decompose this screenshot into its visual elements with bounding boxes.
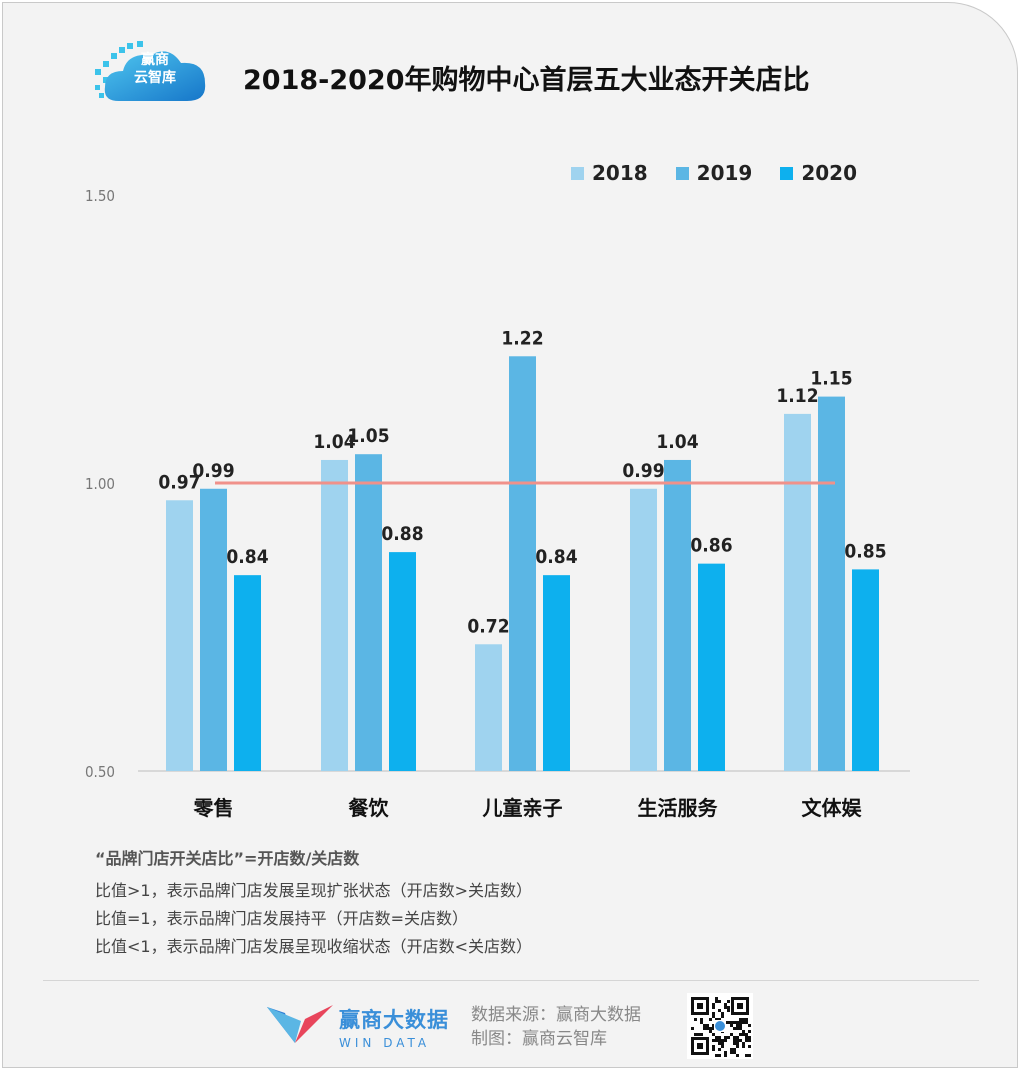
data-label: 0.88 (381, 523, 423, 545)
bar (852, 569, 879, 771)
legend-label-2020: 2020 (801, 161, 858, 185)
data-label: 1.04 (656, 431, 698, 453)
category-label: 零售 (193, 796, 234, 820)
category-label: 生活服务 (638, 796, 719, 820)
legend-swatch-2018 (571, 166, 584, 180)
legend-swatch-2020 (780, 166, 794, 180)
footer-source: 数据来源：赢商大数据 制图：赢商云智库 (471, 1003, 641, 1051)
legend-label-2018: 2018 (592, 161, 648, 185)
windata-logo-icon (265, 1003, 335, 1047)
bar-chart: 0.501.001.500.970.990.84零售1.041.050.88餐饮… (85, 187, 910, 820)
bar (543, 575, 570, 771)
category-label: 儿童亲子 (482, 796, 563, 820)
footer-brand: 赢商大数据 WIN DATA (339, 1004, 449, 1050)
bar (784, 413, 811, 771)
bar (698, 563, 725, 771)
data-label: 1.05 (347, 425, 389, 447)
bar (200, 488, 227, 771)
legend-label-2019: 2019 (696, 161, 753, 185)
footer-brand-en: WIN DATA (339, 1036, 431, 1050)
y-tick-label: 1.50 (85, 187, 115, 205)
footer-divider (43, 980, 979, 981)
y-tick-label: 1.00 (85, 475, 115, 493)
bar (664, 459, 691, 771)
note-line-lt: 比值<1，表示品牌门店发展呈现收缩状态（开店数<关店数） (95, 937, 532, 956)
data-label: 0.72 (467, 615, 509, 637)
category-label: 餐饮 (349, 796, 390, 820)
legend-item-2018: 2018 (571, 161, 648, 185)
bar (166, 500, 193, 771)
data-label: 1.15 (810, 368, 852, 390)
data-label: 0.86 (690, 535, 732, 557)
note-line-gt: 比值>1，表示品牌门店发展呈现扩张状态（开店数>关店数） (95, 881, 532, 900)
bar (630, 488, 657, 771)
legend-item-2019: 2019 (675, 161, 753, 185)
y-tick-label: 0.50 (85, 763, 115, 781)
made-by: 制图：赢商云智库 (471, 1029, 607, 1049)
legend-swatch-2019 (675, 166, 689, 180)
chart-title: 2018-2020年购物中心首层五大业态开关店比 (243, 65, 810, 96)
note-line-eq: 比值=1，表示品牌门店发展持平（开店数=关店数） (95, 909, 468, 928)
bar (818, 396, 845, 771)
cloud-logo: 赢商 云智库 (93, 41, 211, 107)
bar (509, 356, 536, 771)
bar (389, 552, 416, 771)
data-label: 0.99 (622, 460, 664, 482)
legend-item-2020: 2020 (780, 161, 857, 185)
data-label: 1.22 (501, 327, 543, 349)
bar (234, 575, 261, 771)
data-label: 1.12 (776, 385, 818, 407)
legend: 2018 2019 2020 (571, 161, 857, 185)
data-label: 0.99 (192, 460, 234, 482)
bar (475, 644, 502, 771)
data-label: 0.97 (158, 471, 200, 493)
data-label: 1.04 (313, 431, 355, 453)
data-label: 0.84 (535, 546, 577, 568)
footer-brand-cn: 赢商大数据 (339, 1008, 449, 1032)
logo-text: 赢商 云智库 (134, 52, 176, 86)
qr-code-icon (687, 993, 753, 1059)
data-label: 0.84 (226, 546, 268, 568)
notes-heading: “品牌门店开关店比”=开店数/关店数 (95, 849, 360, 868)
data-label: 0.85 (844, 540, 886, 562)
bar (355, 454, 382, 771)
data-source: 数据来源：赢商大数据 (471, 1005, 641, 1025)
notes: “品牌门店开关店比”=开店数/关店数 比值>1，表示品牌门店发展呈现扩张状态（开… (95, 845, 532, 961)
bar (321, 459, 348, 771)
category-label: 文体娱 (802, 796, 863, 820)
